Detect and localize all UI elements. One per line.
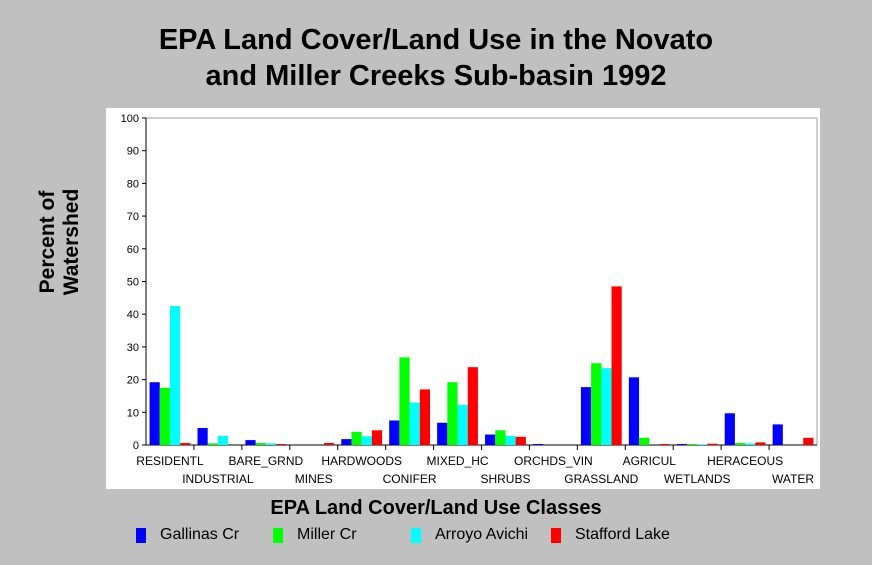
bar xyxy=(755,442,766,445)
bar xyxy=(803,437,814,445)
bar xyxy=(697,444,708,445)
chart-title-line-2: and Miller Creeks Sub-basin 1992 xyxy=(205,60,667,92)
y-tick-label: 100 xyxy=(121,113,139,125)
bar xyxy=(180,443,191,445)
bar xyxy=(197,427,208,445)
bar xyxy=(255,443,266,445)
x-tick-label: HARDWOODS xyxy=(321,454,402,468)
bar xyxy=(707,443,718,445)
bar xyxy=(341,439,352,445)
bar-chart: 0 10 20 30 40 50 60 70 80 90 100 RESIDENTL INDUSTRIA… xyxy=(121,113,818,486)
x-tick-label: CONIFER xyxy=(383,472,437,486)
legend-swatch xyxy=(136,527,146,543)
bar xyxy=(659,444,670,445)
x-tick-label: WETLANDS xyxy=(664,472,731,486)
bar xyxy=(532,444,544,445)
bar xyxy=(745,443,756,445)
y-tick-label: 10 xyxy=(127,407,139,419)
bar xyxy=(505,435,516,445)
bar xyxy=(591,363,602,445)
chart-title: EPA Land Cover/Land Use in the Novato an… xyxy=(0,22,872,94)
bar xyxy=(399,357,410,445)
x-tick-label: BARE_GRND xyxy=(228,454,303,468)
legend-swatch xyxy=(411,527,421,543)
x-tick-label: RESIDENTL xyxy=(136,454,204,468)
chart-title-line-1: EPA Land Cover/Land Use in the Novato xyxy=(158,24,714,56)
x-tick-label: SHRUBS xyxy=(480,472,530,486)
y-tick-label: 80 xyxy=(127,178,139,190)
y-tick-label: 20 xyxy=(127,375,139,387)
x-tick-label: HERACEOUS xyxy=(707,454,783,468)
y-axis-label: Percent of Watershed xyxy=(36,188,83,296)
legend-item: Arroyo Avichi xyxy=(411,526,528,544)
bar xyxy=(389,420,400,445)
y-tick-label: 0 xyxy=(133,440,139,452)
y-tick-label: 90 xyxy=(127,146,139,158)
bar xyxy=(676,444,687,445)
bar xyxy=(485,434,496,445)
legend-label: Arroyo Avichi xyxy=(435,526,529,543)
x-tick-label: GRASSLAND xyxy=(564,472,638,486)
bar xyxy=(639,437,650,445)
y-tick-label: 40 xyxy=(127,309,139,321)
bar xyxy=(409,402,420,445)
y-tick-label: 50 xyxy=(127,277,139,289)
bar xyxy=(207,443,218,445)
legend-swatch xyxy=(551,527,561,543)
bar xyxy=(437,422,448,445)
bar xyxy=(611,286,622,445)
x-tick-label: INDUSTRIAL xyxy=(182,472,254,486)
bar xyxy=(447,382,458,445)
bar xyxy=(169,306,181,445)
bar xyxy=(323,443,335,445)
bar xyxy=(371,430,383,445)
x-tick-label: AGRICUL xyxy=(623,454,677,468)
legend-label: Stafford Lake xyxy=(575,526,670,543)
bar xyxy=(495,430,506,445)
bar xyxy=(734,443,746,445)
y-tick-label: 30 xyxy=(127,342,139,354)
x-tick-label: MINES xyxy=(295,472,333,486)
bar xyxy=(217,435,229,445)
x-tick-label: ORCHDS_VIN xyxy=(514,454,593,468)
y-tick-label: 60 xyxy=(127,244,139,256)
bar xyxy=(515,436,526,445)
legend-label: Miller Cr xyxy=(297,526,357,543)
bar xyxy=(265,443,277,445)
bar xyxy=(361,436,372,445)
legend-item: Stafford Lake xyxy=(551,526,670,544)
y-tick-label: 70 xyxy=(127,211,139,223)
plot-area: 0 10 20 30 40 50 60 70 80 90 100 RESIDENTL INDUSTRIA… xyxy=(106,108,820,489)
bar xyxy=(276,444,287,445)
bar xyxy=(457,404,468,445)
bar xyxy=(159,387,170,445)
bar xyxy=(628,377,640,445)
plot-frame xyxy=(145,117,818,446)
legend-item: Gallinas Cr xyxy=(136,526,239,544)
bar xyxy=(601,368,612,445)
bar xyxy=(149,382,160,445)
bar xyxy=(419,389,431,445)
bar xyxy=(772,424,783,445)
bar xyxy=(686,444,698,445)
bar xyxy=(351,431,362,445)
x-axis-label: EPA Land Cover/Land Use Classes xyxy=(270,497,602,519)
bar xyxy=(467,367,478,445)
legend-swatch xyxy=(273,527,283,543)
x-tick-label: WATER xyxy=(772,472,814,486)
legend-item: Miller Cr xyxy=(273,526,357,544)
x-tick-label: MIXED_HC xyxy=(427,454,489,468)
bar xyxy=(580,387,592,445)
legend: Gallinas Cr Miller Cr Arroyo Avichi Staffor… xyxy=(136,526,836,548)
bar xyxy=(724,413,735,445)
legend-label: Gallinas Cr xyxy=(160,526,240,543)
bar xyxy=(245,440,256,445)
